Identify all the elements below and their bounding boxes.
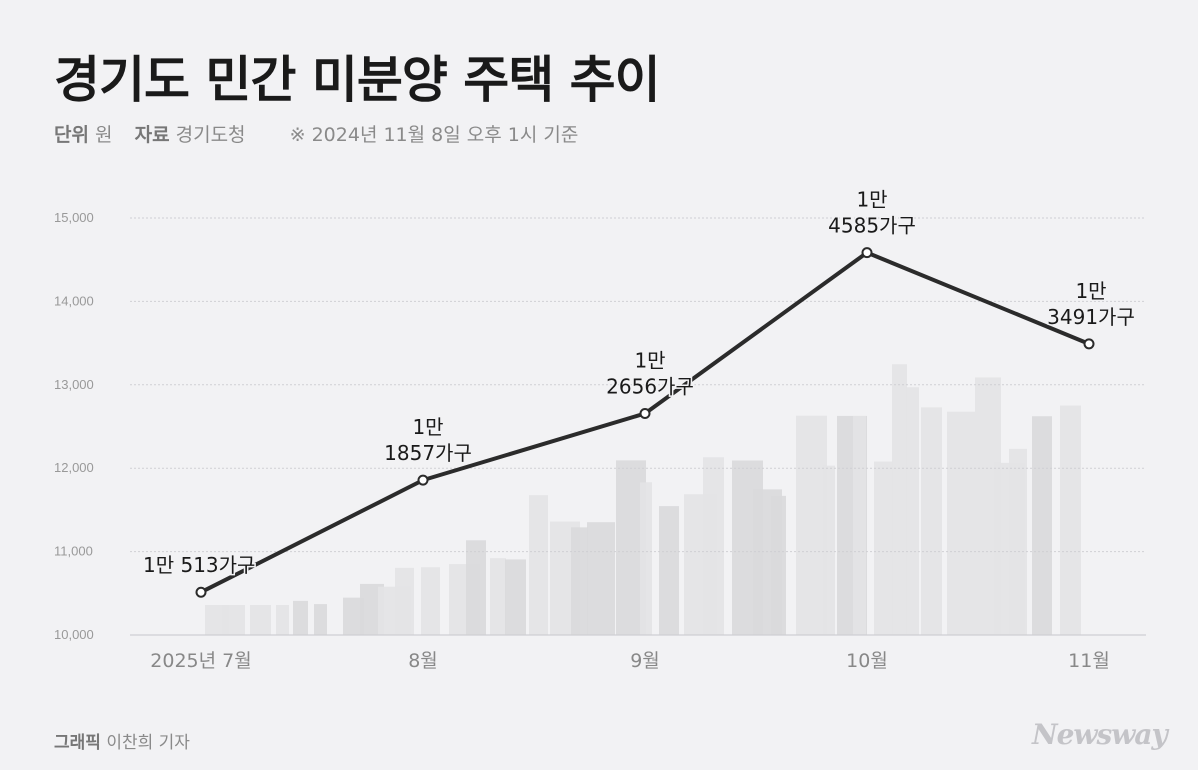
data-point bbox=[639, 407, 651, 419]
credit-label: 그래픽 bbox=[54, 733, 101, 753]
x-tick-label: 8월 bbox=[408, 650, 438, 672]
data-label: 2656가구 bbox=[606, 374, 694, 398]
y-tick-label: 11,000 bbox=[54, 544, 93, 559]
apartment-building bbox=[947, 411, 975, 635]
apartment-building bbox=[659, 506, 679, 635]
apartment-building bbox=[853, 415, 866, 635]
apartment-building bbox=[293, 600, 308, 635]
y-axis-ticks: 10,000 11,000 12,000 13,000 14,000 15,000 bbox=[54, 210, 94, 642]
chart-meta: 단위 원 자료 경기도청 ※ 2024년 11월 8일 오후 1시 기준 bbox=[54, 120, 578, 147]
data-label: 1만 bbox=[412, 415, 443, 439]
series-line bbox=[195, 247, 1095, 598]
apartment-building bbox=[874, 461, 893, 635]
newsway-logo: Newsway bbox=[1032, 718, 1168, 751]
data-label: 3491가구 bbox=[1047, 305, 1135, 329]
data-label: 1만 bbox=[856, 188, 887, 212]
page-title: 경기도 민간 미분양 주택 추이 bbox=[54, 51, 661, 109]
unit-value: 원 bbox=[95, 124, 113, 146]
data-label: 1만 bbox=[634, 348, 665, 372]
x-tick-label: 11월 bbox=[1068, 650, 1110, 672]
y-tick-label: 15,000 bbox=[54, 210, 94, 225]
data-label: 1857가구 bbox=[384, 441, 472, 465]
apartment-building bbox=[222, 605, 245, 635]
apartment-background-image bbox=[205, 364, 1081, 635]
source-value: 경기도청 bbox=[175, 124, 246, 146]
apartment-building bbox=[276, 605, 289, 635]
apartment-building bbox=[640, 482, 652, 635]
source-label: 자료 bbox=[134, 124, 170, 146]
apartment-building bbox=[703, 457, 724, 635]
y-tick-label: 12,000 bbox=[54, 460, 94, 475]
apartment-building bbox=[1009, 448, 1027, 635]
apartment-building bbox=[771, 495, 786, 635]
data-label: 1만 bbox=[1075, 279, 1106, 303]
apartment-building bbox=[587, 522, 615, 635]
unit-label: 단위 bbox=[54, 124, 89, 146]
apartment-building bbox=[466, 540, 486, 635]
apartment-building bbox=[1032, 416, 1052, 635]
apartment-building bbox=[796, 415, 827, 635]
apartment-building bbox=[314, 604, 327, 635]
x-tick-label: 9월 bbox=[630, 650, 660, 672]
data-point bbox=[417, 474, 429, 486]
date-note: ※ 2024년 11월 8일 오후 1시 기준 bbox=[289, 124, 579, 146]
apartment-building bbox=[906, 387, 919, 635]
apartment-building bbox=[921, 407, 942, 635]
graphic-credit: 그래픽 이찬희 기자 bbox=[54, 728, 190, 753]
apartment-building bbox=[250, 605, 271, 635]
data-point bbox=[1083, 338, 1095, 350]
apartment-building bbox=[529, 495, 548, 635]
grid-lines bbox=[130, 217, 1146, 636]
data-point bbox=[195, 586, 207, 598]
x-tick-label: 10월 bbox=[846, 650, 888, 672]
y-tick-label: 10,000 bbox=[54, 627, 94, 642]
credit-value: 이찬희 기자 bbox=[106, 733, 190, 753]
x-tick-label: 2025년 7월 bbox=[150, 650, 251, 672]
apartment-building bbox=[892, 364, 907, 635]
apartment-building bbox=[490, 558, 506, 635]
apartment-building bbox=[421, 567, 440, 635]
apartment-building bbox=[395, 567, 414, 635]
apartment-building bbox=[505, 559, 526, 635]
apartment-building bbox=[1060, 405, 1081, 635]
x-axis-ticks: 2025년 7월 8월 9월 10월 11월 bbox=[150, 650, 1110, 672]
data-point bbox=[861, 247, 873, 259]
apartment-building bbox=[571, 527, 588, 635]
apartment-building bbox=[343, 597, 364, 635]
data-label: 4585가구 bbox=[828, 214, 916, 238]
y-tick-label: 13,000 bbox=[54, 377, 94, 392]
apartment-building bbox=[823, 465, 835, 635]
data-label: 1만 513가구 bbox=[143, 553, 255, 577]
y-tick-label: 14,000 bbox=[54, 293, 94, 308]
